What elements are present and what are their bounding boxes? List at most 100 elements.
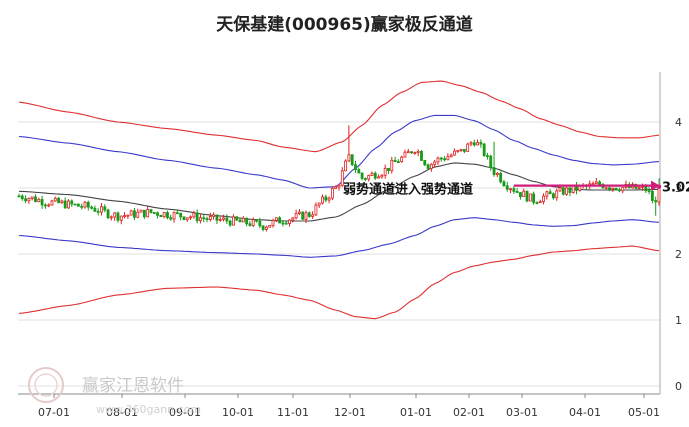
annotation-layer: 弱势通道进入强势通道 3.0204 (343, 178, 689, 197)
watermark-brand: 赢家江恩软件 (82, 376, 184, 396)
candle (377, 174, 381, 179)
candle (232, 214, 235, 226)
candle (139, 209, 143, 213)
y-tick-label: 3 (675, 182, 682, 195)
candle (350, 154, 354, 167)
candle (400, 155, 404, 163)
candle (650, 187, 654, 204)
x-tick-label: 11-01 (277, 406, 309, 419)
watermark-logo-inner-icon (34, 373, 58, 397)
candle (218, 216, 222, 222)
candle (294, 209, 298, 220)
candle (70, 199, 74, 208)
candle (647, 187, 651, 195)
candle (363, 177, 367, 182)
candle (492, 141, 496, 177)
candle (311, 211, 315, 219)
candle (192, 210, 196, 219)
candle (235, 216, 239, 221)
candle (528, 193, 532, 202)
candle (466, 142, 470, 152)
candle (509, 187, 512, 194)
candle (449, 153, 453, 158)
chart-title: 天保基建(000965)赢家极反通道 (216, 15, 473, 35)
candle (291, 217, 295, 223)
candle (423, 159, 427, 167)
candle (175, 210, 179, 215)
candle (525, 190, 529, 203)
candle (162, 212, 166, 219)
candle (261, 225, 265, 232)
candle (166, 210, 169, 220)
candle (542, 193, 545, 205)
candle (109, 215, 113, 221)
candle (20, 194, 24, 201)
candle (354, 160, 357, 173)
candle (654, 196, 658, 216)
candle (555, 188, 559, 201)
candle (146, 206, 150, 218)
channel-annotation: 弱势通道进入强势通道 (343, 181, 473, 197)
candle (73, 203, 77, 206)
candle (515, 188, 519, 193)
last-price-marker (656, 184, 662, 189)
candle (433, 159, 437, 168)
candle (545, 190, 549, 200)
y-tick-label: 0 (675, 380, 682, 393)
candle (185, 217, 189, 222)
candle (195, 209, 199, 224)
candle (47, 203, 51, 208)
candle (568, 186, 572, 197)
candle (123, 212, 126, 219)
candle (486, 152, 489, 160)
y-tick-label: 4 (675, 116, 682, 129)
candle (215, 214, 219, 225)
candle (410, 151, 413, 155)
candle (179, 212, 183, 221)
candle (152, 212, 156, 215)
candle (532, 191, 536, 205)
candle (255, 219, 258, 223)
candle (380, 174, 384, 179)
candle (156, 211, 159, 219)
candle (443, 156, 446, 162)
candle (189, 215, 192, 220)
candle (238, 218, 242, 223)
candle (462, 148, 466, 154)
x-tick-label: 08-01 (106, 406, 138, 419)
candle (522, 188, 526, 198)
candle (390, 156, 394, 174)
candle (297, 208, 301, 216)
candle (357, 167, 361, 174)
candle (83, 200, 87, 209)
candle (103, 204, 107, 213)
candle (426, 163, 430, 169)
x-tick-label: 09-01 (169, 406, 201, 419)
candle (396, 159, 400, 163)
candle (614, 187, 618, 191)
candle (251, 217, 255, 228)
candle (169, 214, 173, 221)
candle (76, 203, 80, 207)
candle (60, 199, 64, 205)
candle (575, 182, 578, 195)
candle (43, 203, 47, 209)
candle (274, 217, 278, 223)
candle (301, 211, 305, 220)
candle (591, 181, 595, 186)
candle (387, 167, 390, 174)
candle (344, 159, 348, 172)
candle (512, 185, 516, 194)
candle (113, 211, 117, 221)
candle (330, 186, 334, 201)
last-price-label: 3.0204 (662, 181, 689, 196)
candle (420, 150, 423, 161)
candle (476, 139, 479, 146)
candle (436, 156, 440, 165)
candle (53, 196, 57, 202)
candle (202, 213, 206, 223)
candle (136, 208, 140, 219)
candle (552, 192, 555, 200)
candle (271, 218, 275, 228)
